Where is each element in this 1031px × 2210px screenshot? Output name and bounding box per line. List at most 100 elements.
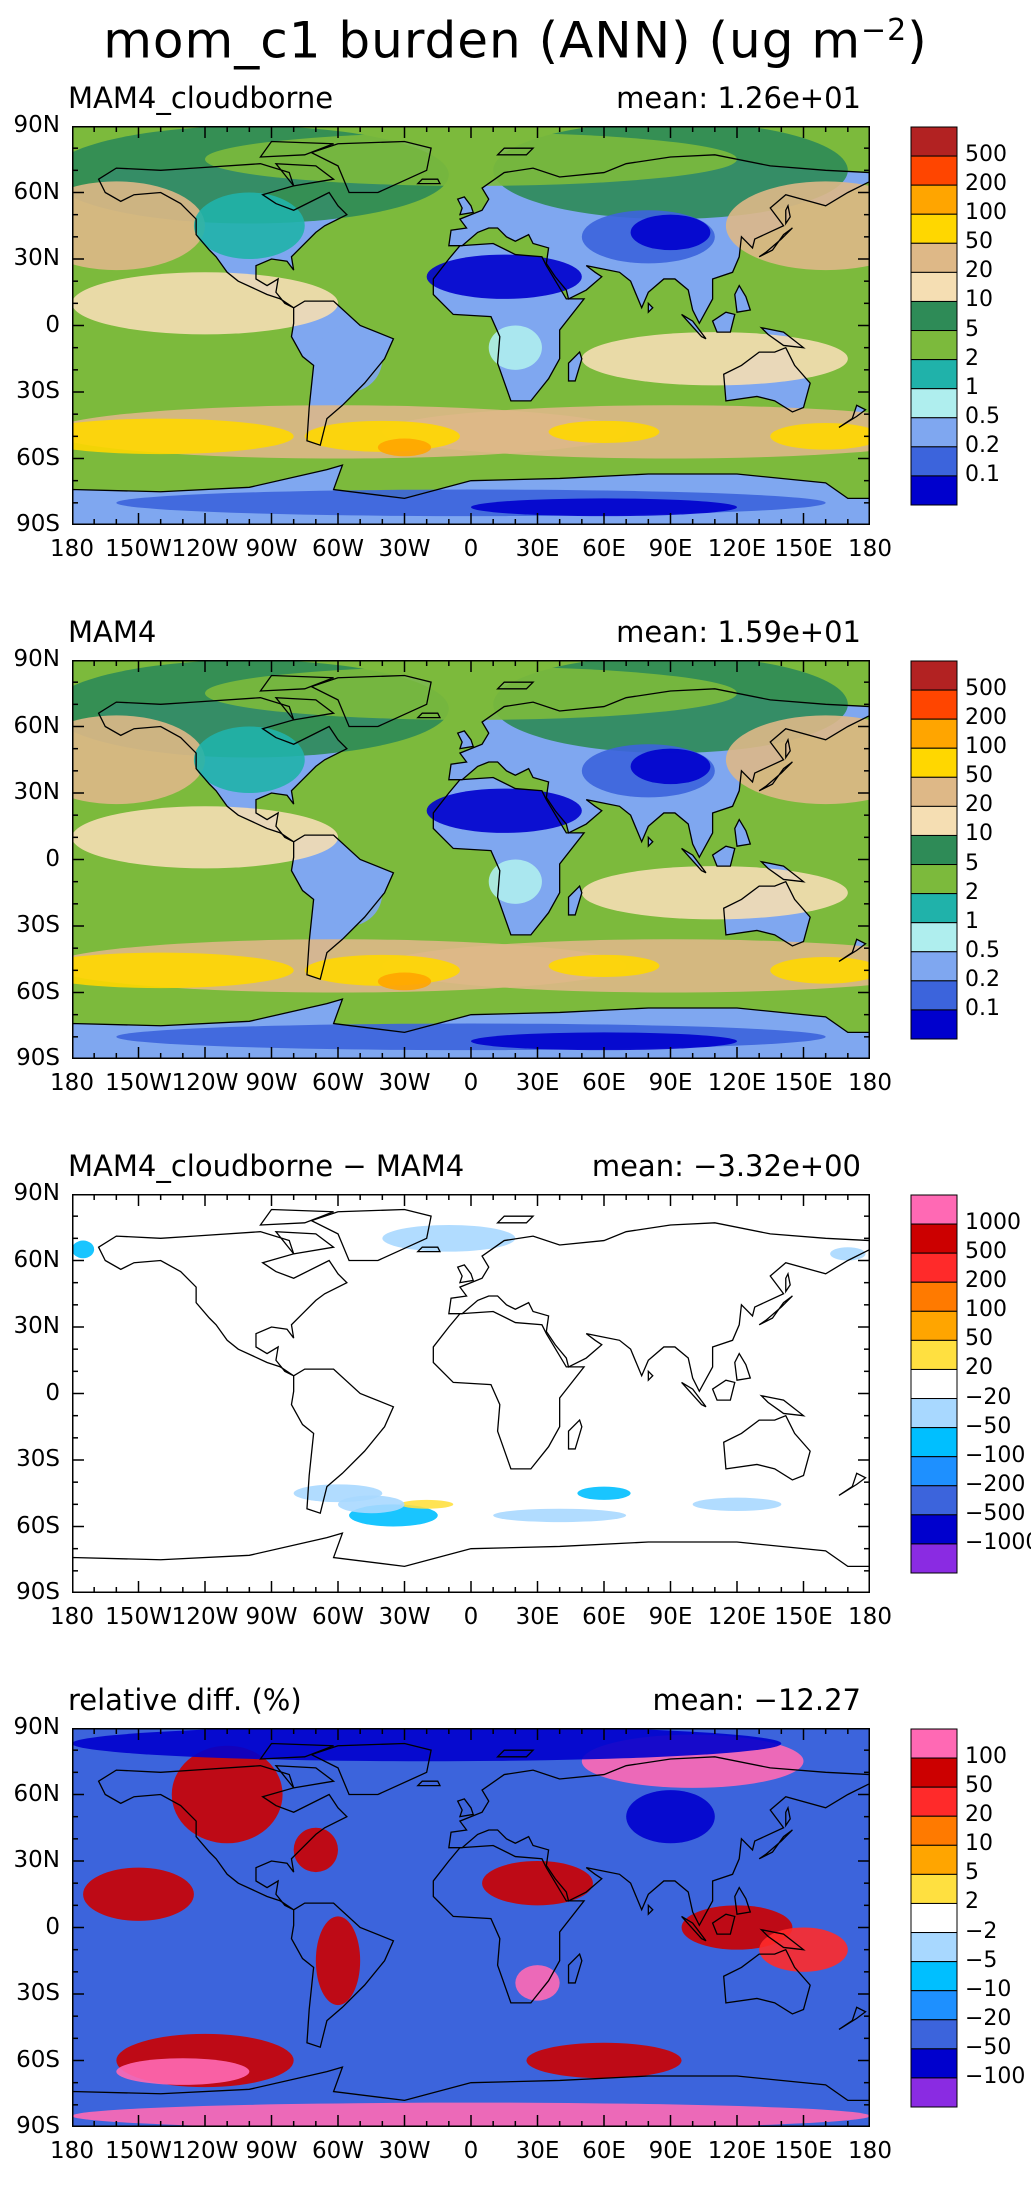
coastline-sakhalin — [785, 203, 791, 226]
colorbar-swatch — [910, 1902, 958, 1934]
contour-region — [488, 325, 542, 370]
coastline-iceland — [416, 712, 442, 719]
lon-tick-label: 180 — [848, 2138, 892, 2164]
lon-tick-label: 60W — [311, 2138, 365, 2164]
colorbar-level-label: 2 — [965, 879, 979, 905]
panel-label: MAM4 — [68, 615, 157, 649]
map-panel-2: MAM4 mean: 1.59e+01 90N 60N 30N 0 30S 60S 90S 180… — [0, 612, 1031, 1142]
map-plot — [72, 660, 870, 1059]
coastline-south-america — [290, 300, 395, 447]
coastline-svalbard — [496, 1749, 535, 1758]
lat-tick-label: 30N — [13, 1847, 60, 1873]
colorbar-level-label: 100 — [965, 734, 1007, 760]
coastline-baffin — [274, 1230, 336, 1255]
coastline-sumatra — [681, 1915, 707, 1942]
colorbar-swatch — [910, 1223, 958, 1254]
colorbar-swatch — [910, 1009, 958, 1040]
lon-tick-label: 180 — [848, 1604, 892, 1630]
coastline-iceland — [416, 178, 442, 185]
lat-tick-label: 0 — [45, 1379, 60, 1406]
lat-tick-label: 90N — [13, 1714, 60, 1740]
coastline-south-america — [290, 1368, 395, 1515]
colorbar-swatch — [910, 475, 958, 506]
contour-region — [725, 715, 870, 805]
lat-tick-label: 30S — [16, 378, 60, 404]
colorbar-level-label: 0.2 — [965, 432, 1000, 458]
panel-label: MAM4_cloudborne − MAM4 — [68, 1149, 465, 1183]
contour-region — [72, 272, 338, 335]
coastline-north-america — [97, 1231, 348, 1377]
coastline-sumatra — [681, 1381, 707, 1408]
colorbar-level-label: 20 — [965, 1802, 993, 1828]
lon-tick-label: 150W — [105, 536, 172, 562]
lat-tick-label: 60S — [16, 2046, 60, 2073]
colorbar-level-label: 5 — [965, 850, 979, 876]
lon-tick-label: 150E — [774, 1604, 833, 1630]
coastline-svalbard — [496, 147, 535, 156]
colorbar-swatch — [910, 242, 958, 273]
contour-region — [315, 859, 383, 926]
colorbar-level-label: −50 — [965, 1413, 1012, 1439]
map-panel-3: MAM4_cloudborne − MAM4 mean: −3.32e+00 90N… — [0, 1146, 1031, 1676]
lon-tick-label: 150E — [774, 2138, 833, 2164]
lon-tick-label: 90E — [648, 1604, 693, 1630]
coastline-new-guinea — [759, 326, 806, 349]
coastline-ellesmere — [259, 140, 334, 158]
colorbar-level-label: 10 — [965, 821, 993, 847]
coastline-sakhalin — [785, 1271, 791, 1294]
map-plot — [72, 1194, 870, 1593]
lon-tick-label: 150W — [105, 1070, 172, 1096]
coastline-sakhalin — [785, 737, 791, 760]
colorbar-swatch — [910, 1456, 958, 1487]
colorbar-level-label: 50 — [965, 229, 993, 255]
map-background — [72, 1194, 870, 1593]
colorbar-level-label: −100 — [965, 2063, 1026, 2089]
lon-tick-label: 30E — [515, 536, 560, 562]
colorbar-swatch — [910, 805, 958, 836]
contour-region — [83, 1867, 194, 1921]
colorbar-swatch — [910, 2019, 958, 2050]
coastline-greenland — [309, 140, 432, 194]
map-plot — [72, 1728, 870, 2127]
coastline-great-britain — [456, 1264, 475, 1284]
colorbar-swatch — [910, 184, 958, 215]
contour-region — [515, 1965, 560, 2001]
colorbar-swatch — [910, 2048, 958, 2079]
colorbar-swatch — [910, 689, 958, 720]
colorbar-swatch — [910, 446, 958, 477]
coastline-australia — [723, 1948, 811, 2015]
coastline-borneo — [711, 311, 736, 333]
lon-tick-label: 120E — [707, 2138, 767, 2164]
lat-tick-label: 0 — [45, 311, 60, 338]
colorbar-swatch — [910, 951, 958, 982]
lat-tick-label: 90S — [16, 511, 60, 537]
title-close: ) — [907, 11, 928, 70]
coastline-borneo — [711, 1379, 736, 1401]
contour-region — [72, 952, 294, 989]
colorbar-level-label: 100 — [965, 1297, 1007, 1323]
colorbar-level-label: 10 — [965, 1831, 993, 1857]
title-exponent: −2 — [861, 13, 908, 48]
coastline-new-zealand — [838, 404, 867, 429]
colorbar-swatch — [910, 1961, 958, 1992]
coastline-sri-lanka — [647, 1369, 654, 1382]
colorbar-level-label: 5 — [965, 316, 979, 342]
lat-tick-label: 0 — [45, 845, 60, 872]
lon-tick-label: 120W — [171, 1070, 239, 1096]
lat-tick-label: 90S — [16, 2113, 60, 2139]
lon-tick-label: 150W — [105, 2138, 172, 2164]
coastline-iceland — [416, 1780, 442, 1787]
coastline-north-america — [97, 163, 348, 309]
colorbar-swatch — [910, 1310, 958, 1341]
lon-tick-label: 180 — [50, 536, 94, 562]
coastline-svalbard — [496, 681, 535, 690]
contour-region — [338, 1495, 405, 1514]
coastline-japan — [758, 761, 793, 792]
coastline-philippines — [734, 284, 752, 313]
lat-tick-label: 60N — [13, 712, 60, 739]
colorbar-level-label: 500 — [965, 1239, 1007, 1265]
coastline-eurasia — [448, 688, 870, 859]
colorbar-swatch — [910, 834, 958, 866]
colorbar-swatch — [910, 213, 958, 244]
contour-region — [692, 1497, 782, 1511]
